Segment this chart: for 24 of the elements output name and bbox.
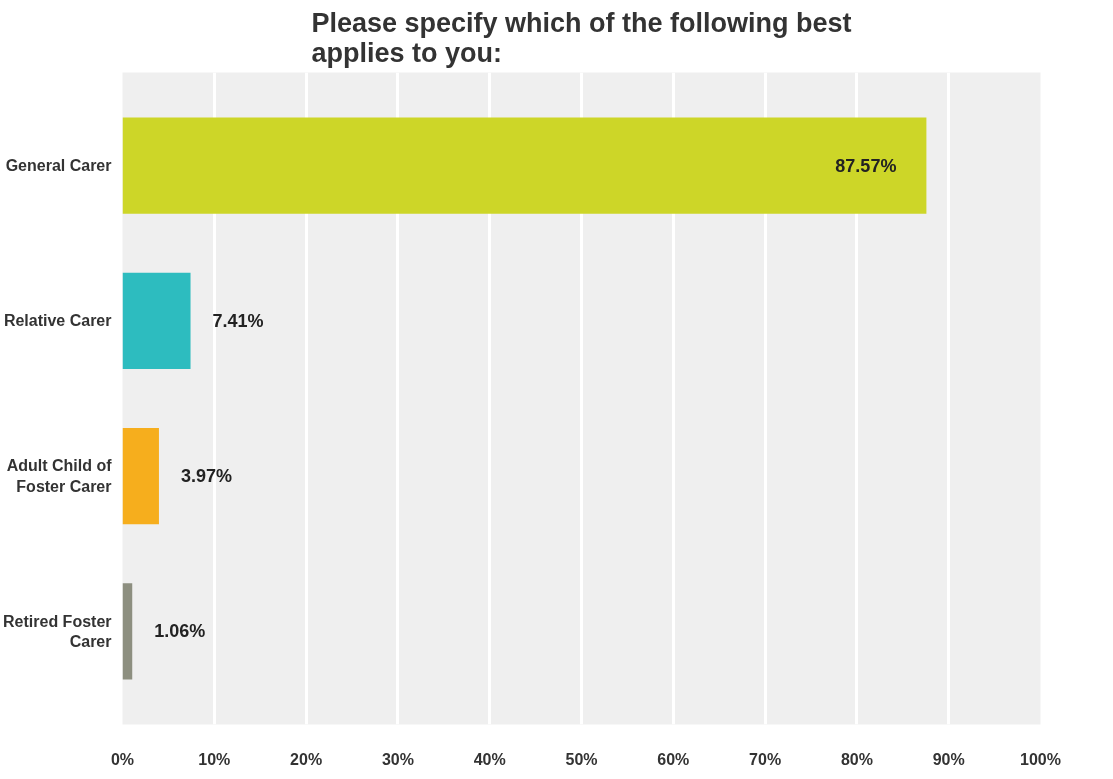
x-tick-label: 50% xyxy=(565,750,598,768)
x-tick-label: 90% xyxy=(932,750,965,768)
data-label: 7.41% xyxy=(212,310,264,331)
bar xyxy=(122,117,927,214)
y-tick-label: Adult Child of Foster Carer xyxy=(6,457,113,495)
x-tick-label: 20% xyxy=(290,750,323,768)
x-tick-label: 10% xyxy=(198,750,231,768)
bar xyxy=(122,583,133,680)
x-tick-label: 30% xyxy=(381,750,414,768)
bar xyxy=(122,272,191,369)
y-tick-label: General Carer xyxy=(5,157,112,175)
data-label: 3.97% xyxy=(180,466,232,487)
x-tick-label: 60% xyxy=(657,750,690,768)
bar xyxy=(122,428,159,525)
y-tick-label: Relative Carer xyxy=(3,312,112,330)
x-tick-label: 0% xyxy=(110,750,135,768)
x-tick-label: 70% xyxy=(749,750,782,768)
y-tick-label: Retired Foster Carer xyxy=(3,612,112,651)
x-tick-label: 40% xyxy=(473,750,506,768)
x-tick-label: 80% xyxy=(840,750,873,768)
data-label: 87.57% xyxy=(835,155,897,176)
x-tick-label: 100% xyxy=(1020,750,1061,768)
data-label: 1.06% xyxy=(154,621,206,642)
chart-title: Please specify which of the following best applies to you: xyxy=(311,7,852,68)
